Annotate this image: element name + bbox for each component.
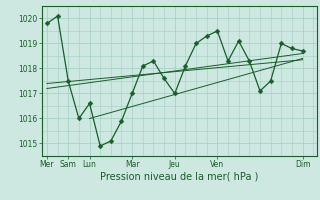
X-axis label: Pression niveau de la mer( hPa ): Pression niveau de la mer( hPa ) [100, 172, 258, 182]
